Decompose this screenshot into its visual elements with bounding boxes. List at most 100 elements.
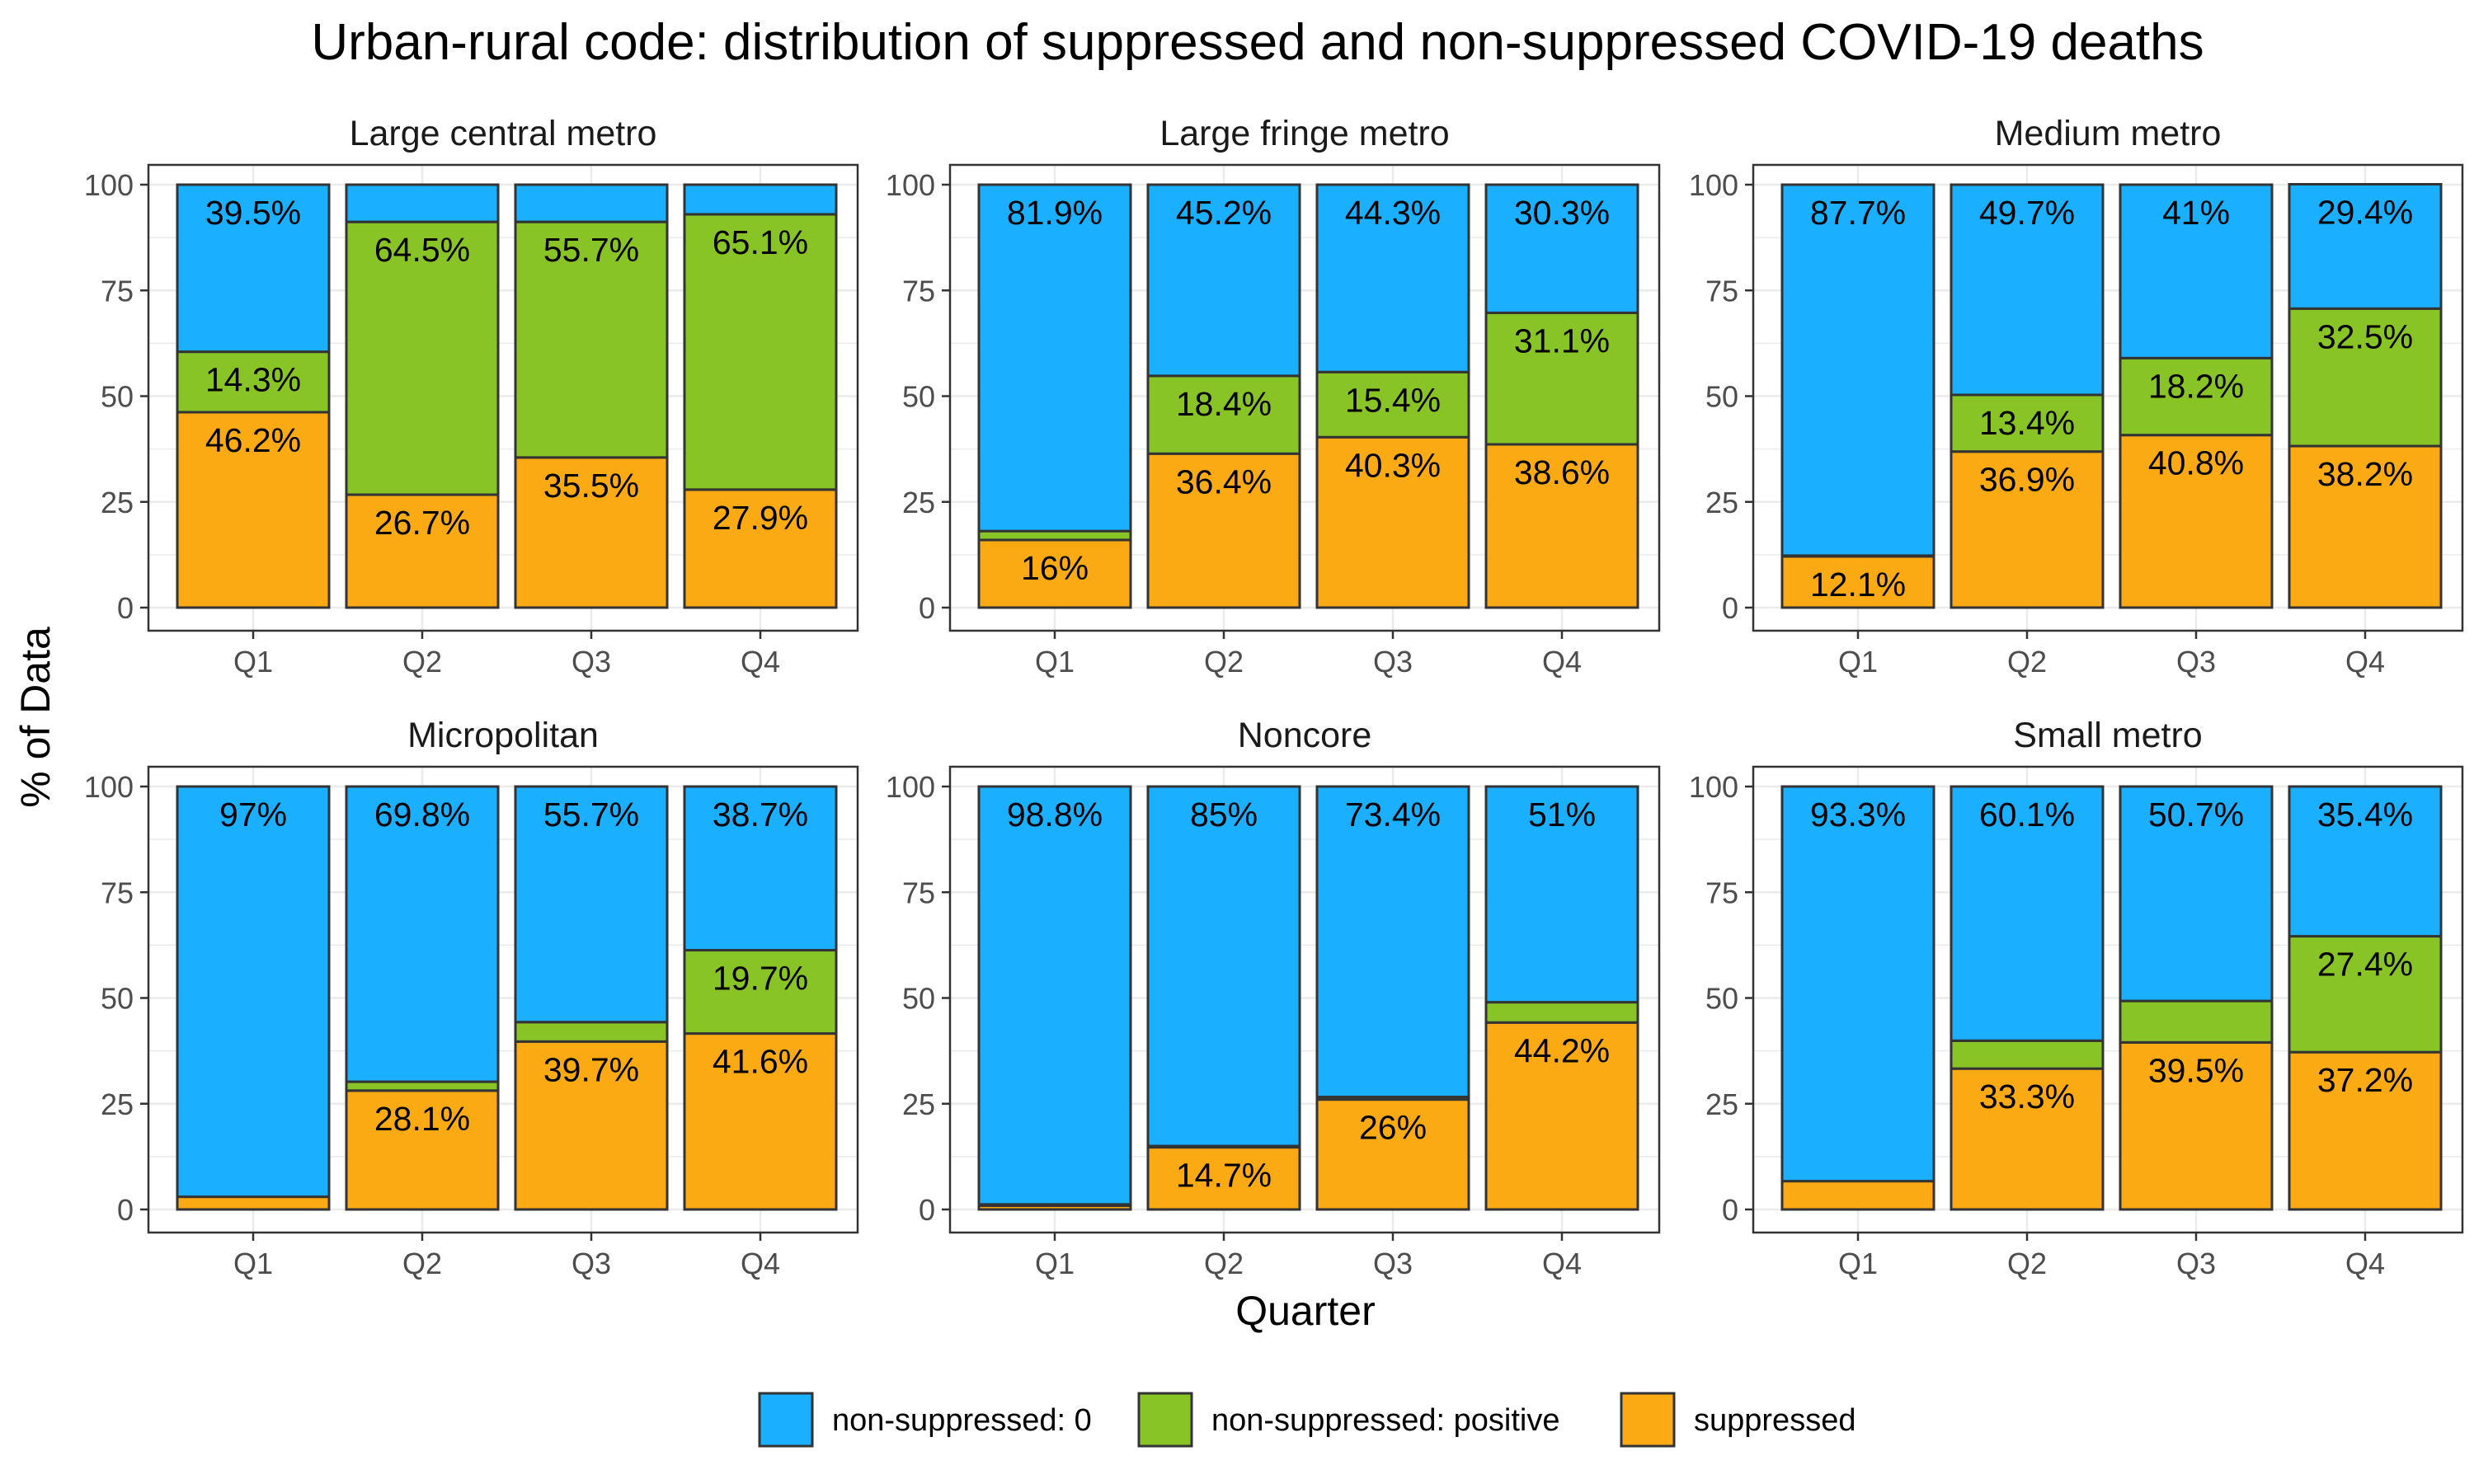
data-label: 29.4% [2317, 193, 2413, 231]
data-label: 40.3% [1345, 446, 1441, 484]
data-label: 26% [1359, 1109, 1427, 1147]
bar-segment-suppressed-q4 [683, 1032, 838, 1211]
x-tick-label: Q4 [741, 645, 780, 679]
bar-segment-non-suppressed-positive-q4 [1484, 1001, 1639, 1024]
x-tick-label: Q3 [2176, 645, 2216, 679]
data-label: 26.7% [374, 504, 470, 542]
bar-segment-non-suppressed-0-q4 [683, 183, 838, 216]
bar-segment-non-suppressed-positive-q2 [345, 220, 500, 496]
bar-segment-non-suppressed-positive-q2 [1950, 393, 2105, 453]
y-tick-label: 75 [1705, 274, 1738, 308]
data-label: 31.1% [1514, 322, 1610, 359]
y-tick-label: 25 [1705, 486, 1738, 519]
bar-segment-non-suppressed-0-q3 [1315, 785, 1470, 1099]
data-label: 37.2% [2317, 1061, 2413, 1099]
data-label: 35.4% [2317, 796, 2413, 834]
bar-segment-non-suppressed-0-q1 [176, 183, 331, 354]
y-tick-label: 75 [101, 876, 134, 909]
y-tick-label: 50 [902, 380, 935, 414]
bar-segment-suppressed-q3 [514, 1040, 669, 1211]
data-label: 44.2% [1514, 1031, 1610, 1069]
data-label: 16% [1021, 549, 1089, 587]
data-label: 33.3% [1979, 1078, 2075, 1115]
panel-border [147, 163, 859, 632]
data-label: 38.7% [713, 796, 808, 834]
bar-segment-suppressed-q2 [1146, 452, 1301, 609]
data-label: 40.8% [2148, 444, 2244, 482]
data-label: 28.1% [374, 1100, 470, 1138]
bar-segment-suppressed-q2 [1950, 1067, 2105, 1211]
bar-segment-non-suppressed-0-q1 [977, 785, 1132, 1206]
data-label: 73.4% [1345, 796, 1441, 834]
facet-panel-small-metro: Small metro 93.3% Q1 33.3% 60.1% Q2 39.5% 50.7%… [1689, 716, 2464, 1280]
bar-segment-suppressed-q3 [2119, 1040, 2274, 1211]
data-label: 38.2% [2317, 455, 2413, 493]
bar-segment-suppressed-q1 [176, 411, 331, 609]
data-label: 14.3% [205, 361, 301, 399]
bar-segment-non-suppressed-0-q2 [1146, 183, 1301, 378]
facet-title: Micropolitan [407, 716, 599, 755]
bar-segment-non-suppressed-0-q4 [2288, 785, 2443, 938]
bar-segment-suppressed-q1 [1780, 1180, 1935, 1211]
panel-border [147, 765, 859, 1234]
data-label: 64.5% [374, 231, 470, 269]
bar-segment-non-suppressed-0-q1 [176, 785, 331, 1199]
data-label: 39.5% [2148, 1051, 2244, 1089]
y-axis-title: % of Data [12, 627, 59, 808]
y-tick-label: 50 [902, 982, 935, 1016]
facet-title: Large central metro [350, 114, 657, 153]
bar-segment-non-suppressed-0-q4 [683, 785, 838, 952]
data-label: 27.4% [2317, 946, 2413, 984]
facet-title: Medium metro [1995, 114, 2222, 153]
chart-title: Urban-rural code: distribution of suppre… [311, 14, 2204, 71]
legend-key-non-suppressed-0 [758, 1392, 814, 1448]
x-tick-label: Q1 [1035, 645, 1075, 679]
bar-segment-suppressed-q3 [2119, 434, 2274, 609]
bar-segment-non-suppressed-0-q2 [1950, 183, 2105, 397]
y-tick-label: 75 [902, 876, 935, 909]
data-label: 85% [1190, 796, 1258, 834]
data-label: 93.3% [1810, 796, 1906, 834]
y-tick-label: 50 [1705, 380, 1738, 414]
bar-segment-suppressed-q4 [1484, 443, 1639, 609]
x-tick-label: Q1 [233, 645, 273, 679]
panel-border [1752, 765, 2464, 1234]
panel-border [1752, 163, 2464, 632]
x-tick-label: Q4 [1542, 1247, 1582, 1280]
data-label: 98.8% [1007, 796, 1103, 834]
x-tick-label: Q3 [1373, 1247, 1413, 1280]
y-tick-label: 0 [1722, 591, 1738, 625]
bar-segment-non-suppressed-0-q4 [1484, 183, 1639, 314]
bar-segment-suppressed-q2 [1950, 450, 2105, 609]
x-tick-label: Q4 [741, 1247, 780, 1280]
x-tick-label: Q2 [402, 1247, 442, 1280]
data-label: 32.5% [2317, 317, 2413, 355]
x-tick-label: Q4 [2345, 645, 2385, 679]
bar-segment-non-suppressed-0-q1 [1780, 183, 1935, 557]
y-tick-label: 0 [1722, 1193, 1738, 1227]
x-tick-label: Q3 [571, 645, 611, 679]
bar-segment-non-suppressed-0-q2 [345, 785, 500, 1083]
legend-key-suppressed [1620, 1392, 1676, 1448]
y-tick-label: 25 [101, 486, 134, 519]
y-tick-label: 0 [117, 591, 134, 625]
y-tick-label: 0 [117, 1193, 134, 1227]
y-tick-label: 100 [1689, 168, 1738, 202]
facet-panel-large-fringe-metro: Large fringe metro 16% 81.9% Q1 36.4% 18.4% 45… [886, 114, 1661, 679]
bar-segment-non-suppressed-0-q2 [345, 183, 500, 223]
y-tick-label: 25 [902, 486, 935, 519]
bar-segment-suppressed-q4 [683, 488, 838, 609]
legend-key-non-suppressed-positive [1137, 1392, 1193, 1448]
panel-border [948, 765, 1661, 1234]
bar-segment-non-suppressed-positive-q4 [683, 949, 838, 1036]
bar-segment-suppressed-q4 [2288, 1050, 2443, 1211]
y-tick-label: 25 [902, 1087, 935, 1121]
y-tick-label: 25 [101, 1087, 134, 1121]
data-label: 30.3% [1514, 194, 1610, 232]
data-label: 81.9% [1007, 194, 1103, 232]
y-tick-label: 100 [84, 168, 134, 202]
data-label: 27.9% [713, 499, 808, 537]
bar-segment-non-suppressed-positive-q4 [2288, 935, 2443, 1054]
y-tick-label: 50 [1705, 982, 1738, 1016]
